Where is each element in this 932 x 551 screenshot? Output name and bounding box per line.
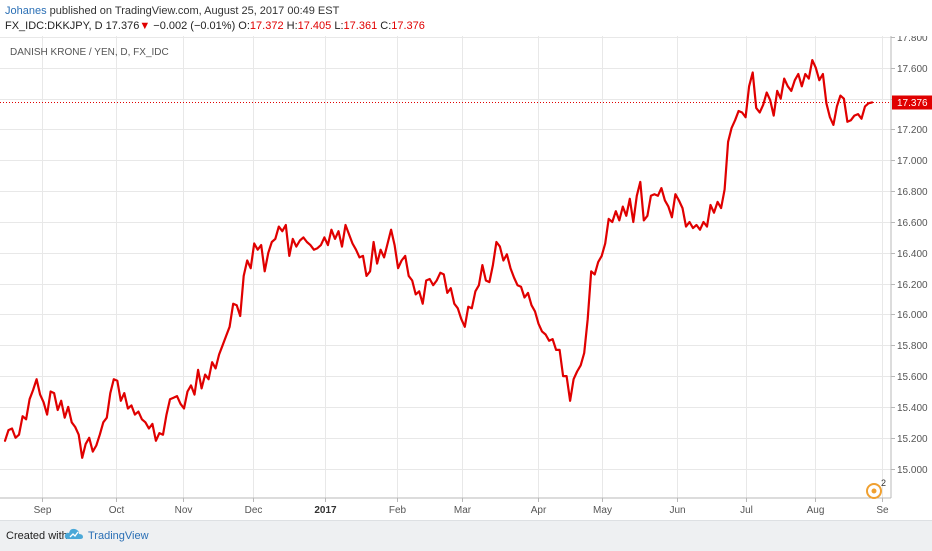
high-value: 17.405 [297, 20, 332, 32]
x-tick-label: Nov [175, 505, 193, 516]
publish-text: published on TradingView.com, August 25,… [46, 5, 340, 17]
publish-info: Johanes published on TradingView.com, Au… [5, 5, 339, 17]
x-tick-label: Apr [531, 505, 547, 516]
price-change: −0.002 (−0.01%) [153, 20, 236, 32]
clock-badge-icon[interactable]: 2 [866, 478, 886, 499]
x-tick-label: Aug [807, 505, 825, 516]
author-link[interactable]: Johanes [5, 5, 47, 17]
y-tick-label: 17.800 [897, 36, 928, 44]
low-label: L: [334, 20, 344, 32]
x-tick-label: Sep [34, 505, 52, 516]
x-tick-label: Se [876, 505, 889, 516]
close-value: 17.376 [391, 20, 425, 32]
x-tick-label: Oct [109, 505, 125, 516]
x-tick-label: May [593, 505, 612, 516]
open-value: 17.372 [249, 20, 284, 32]
price-chart[interactable]: 17.80017.60017.40017.20017.00016.80016.6… [0, 33, 932, 520]
y-tick-label: 16.000 [897, 310, 928, 321]
x-tick-label: Jun [669, 505, 685, 516]
low-value: 17.361 [343, 20, 378, 32]
x-tick-label: Jul [740, 505, 753, 516]
y-tick-label: 15.600 [897, 372, 928, 383]
tradingview-cloud-icon[interactable] [64, 527, 84, 541]
chart-header: Johanes published on TradingView.com, Au… [0, 0, 932, 36]
x-tick-label: 2017 [314, 505, 337, 516]
badge-count: 2 [881, 478, 886, 488]
y-tick-label: 16.600 [897, 218, 928, 229]
last-price: 17.376 [105, 20, 140, 32]
x-tick-label: Dec [245, 505, 263, 516]
tradingview-brand[interactable]: TradingView [88, 530, 149, 542]
y-tick-label: 16.200 [897, 280, 928, 291]
created-with-label: Created with [6, 530, 68, 542]
symbol-label: FX_IDC:DKKJPY, D [5, 20, 103, 32]
high-label: H: [286, 20, 298, 32]
footer: Created with TradingView [0, 520, 932, 551]
y-tick-label: 17.200 [897, 125, 928, 136]
x-tick-label: Mar [454, 505, 472, 516]
price-series-line [3, 59, 874, 459]
y-tick-label: 17.000 [897, 156, 928, 167]
y-tick-label: 16.800 [897, 187, 928, 198]
change-down-icon: ▼ [139, 20, 151, 32]
y-tick-label: 15.200 [897, 434, 928, 445]
open-label: O: [238, 20, 250, 32]
chart-title: DANISH KRONE / YEN, D, FX_IDC [10, 47, 169, 58]
last-price-tag [892, 95, 932, 110]
close-label: C: [380, 20, 392, 32]
y-tick-label: 15.800 [897, 341, 928, 352]
y-tick-label: 15.400 [897, 403, 928, 414]
chart-area[interactable]: 17.80017.60017.40017.20017.00016.80016.6… [0, 33, 932, 520]
y-tick-label: 15.000 [897, 465, 928, 476]
ohlc-info: FX_IDC:DKKJPY, D 17.376▼ −0.002 (−0.01%)… [5, 20, 425, 32]
y-tick-label: 16.400 [897, 249, 928, 260]
last-price-tag-label: 17.376 [897, 98, 928, 109]
y-tick-label: 17.600 [897, 64, 928, 75]
x-tick-label: Feb [389, 505, 407, 516]
